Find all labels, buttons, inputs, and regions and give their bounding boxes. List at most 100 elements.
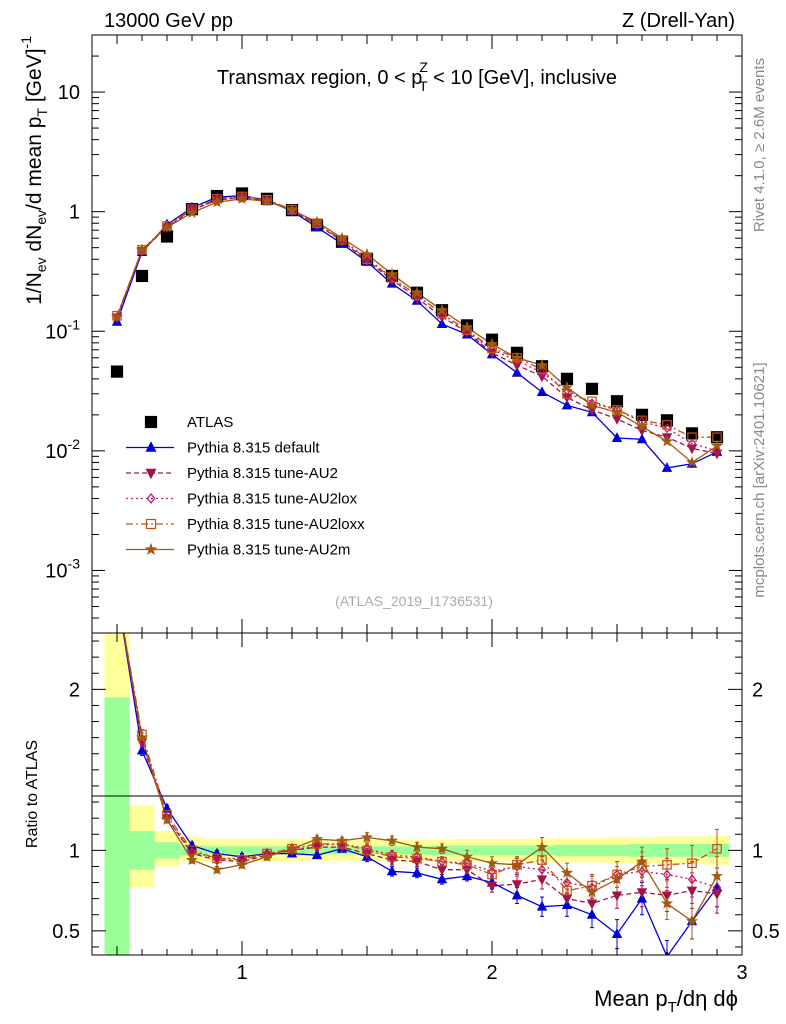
ratio-y-axis-label: Ratio to ATLAS (24, 740, 41, 848)
header-right-label: Z (Drell-Yan) (622, 10, 735, 32)
ratio-point-s2-23 (687, 874, 697, 885)
main-point-s0-1 (135, 269, 149, 283)
ratio-point-s3-12 (412, 853, 422, 864)
main-point-s5-16 (510, 351, 524, 363)
legend-label-5: Pythia 8.315 tune-AU2m (187, 542, 350, 559)
x-tick-label-0: 1 (236, 962, 247, 984)
main-point-s3-17 (537, 367, 547, 378)
main-point-s3-15 (487, 344, 497, 355)
x-axis-label: Mean pT/dη dϕ (594, 986, 738, 1016)
main-point-s5-1 (135, 243, 149, 255)
ratio-point-s3-13 (437, 856, 447, 867)
watermark-label: (ATLAS_2019_I1736531) (335, 593, 493, 609)
ratio-point-s3-17 (537, 855, 547, 865)
ratio-point-s4-13 (435, 842, 449, 854)
main-point-s5-0 (110, 310, 124, 323)
ratio-point-s2-2 (162, 812, 172, 824)
main-series-markers (110, 187, 724, 472)
ratio-series-lines (122, 633, 718, 955)
stat-band-20 (604, 844, 630, 856)
legend-label-1: Pythia 8.315 default (187, 440, 320, 457)
ratio-ytick-label-right-2: 2 (752, 679, 763, 701)
stat-band-2 (154, 842, 180, 859)
ratio-point-s4-3 (185, 853, 199, 866)
main-point-s5-13 (435, 303, 449, 316)
ratio-point-s3-23 (687, 858, 697, 869)
ratio-series-line-0 (122, 633, 718, 955)
legend: ATLAS Pythia 8.315 default Pythia 8.315 tu… (126, 414, 365, 559)
ratio-point-s4-18 (560, 866, 574, 879)
legend-marker-0 (144, 415, 158, 429)
ratio-point-s2-14 (462, 858, 472, 869)
ratio-point-s3-22 (662, 860, 672, 870)
ratio-ytick-label-left-1: 1 (69, 840, 80, 862)
ratio-point-s4-24 (710, 869, 724, 882)
ratio-point-s0-17 (536, 900, 548, 911)
ratio-point-s1-20 (611, 891, 623, 902)
ratio-point-s3-24 (712, 843, 722, 854)
main-title: Transmax region, 0 < pZ T < 10 [GeV], inc… (217, 59, 617, 94)
main-point-s1-16 (511, 366, 523, 377)
main-point-s5-15 (485, 337, 499, 350)
main-point-s5-10 (360, 247, 374, 260)
main-point-s1-22 (661, 462, 673, 472)
stat-band-1 (129, 831, 155, 870)
ratio-point-s0-16 (511, 889, 523, 900)
ratio-uncertainty-bands (104, 633, 730, 955)
ratio-point-s4-14 (460, 850, 474, 862)
main-point-s5-18 (560, 380, 574, 393)
legend-label-4: Pythia 8.315 tune-AU2loxx (187, 516, 365, 533)
main-point-s5-3 (185, 206, 199, 218)
ratio-point-s0-2 (161, 802, 173, 813)
ratio-point-s3-18 (562, 885, 572, 896)
ratio-point-s4-21 (635, 855, 649, 867)
main-point-s2-23 (686, 444, 698, 455)
ratio-point-s1-16 (511, 880, 523, 891)
ratio-point-s2-22 (662, 869, 672, 880)
ratio-tick-labels: 0.5 0.5 1 1 2 2 1 2 3 (52, 679, 780, 984)
main-axis-ticks (91, 34, 743, 634)
ratio-point-s4-23 (685, 914, 699, 927)
x-tick-label-1: 2 (486, 962, 497, 984)
rivet-version-label: Rivet 4.1.0, ≥ 2.6M events (751, 58, 768, 232)
stat-band-16 (504, 845, 530, 856)
legend-marker-2 (145, 468, 157, 480)
main-point-s5-23 (685, 456, 699, 468)
main-panel: 10-3 10-2 10-1 1 10 Transmax region, 0 < pZ T… (18, 34, 743, 634)
stat-band-19 (579, 844, 605, 856)
legend-marker-5 (144, 542, 158, 555)
main-ytick-label-1: 10-2 (45, 436, 80, 463)
ratio-point-s4-11 (385, 834, 399, 846)
ratio-point-s4-1 (135, 731, 149, 743)
ratio-point-s4-12 (410, 840, 424, 853)
main-point-s3-22 (662, 422, 672, 434)
main-point-s5-9 (335, 231, 349, 244)
ratio-frame (91, 632, 743, 956)
main-point-s3-23 (687, 438, 697, 449)
main-point-s5-7 (285, 203, 299, 216)
ratio-point-s2-17 (537, 864, 547, 875)
ratio-point-s4-20 (610, 872, 624, 885)
ratio-point-s3-4 (212, 853, 222, 864)
main-series-line-4 (116, 195, 717, 438)
main-point-s1-18 (561, 399, 573, 410)
mcplots-label: mcplots.cern.ch [arXiv:2401.10621] (751, 362, 768, 597)
main-y-axis-label: 1/Nev dNev/d mean pT [GeV]-1 (18, 36, 50, 305)
main-ytick-label-4: 10 (58, 82, 80, 104)
ratio-point-s2-24 (712, 882, 722, 893)
main-point-s5-17 (535, 358, 549, 371)
ratio-point-s4-7 (285, 842, 299, 854)
main-point-s3-2 (162, 221, 172, 232)
ratio-point-s4-8 (310, 832, 324, 845)
ratio-point-s3-14 (462, 860, 472, 870)
main-point-s5-4 (210, 195, 224, 208)
main-point-s4-23 (687, 432, 697, 443)
main-series-line-3 (116, 196, 718, 452)
header-left-label: 13000 GeV pp (104, 10, 233, 32)
main-point-s0-0 (110, 365, 124, 378)
ratio-point-s4-2 (160, 813, 174, 825)
main-ytick-label-0: 10-3 (45, 555, 80, 582)
ratio-point-s4-5 (235, 858, 249, 871)
ratio-point-s0-13 (436, 873, 448, 884)
ratio-point-s4-4 (210, 863, 224, 875)
